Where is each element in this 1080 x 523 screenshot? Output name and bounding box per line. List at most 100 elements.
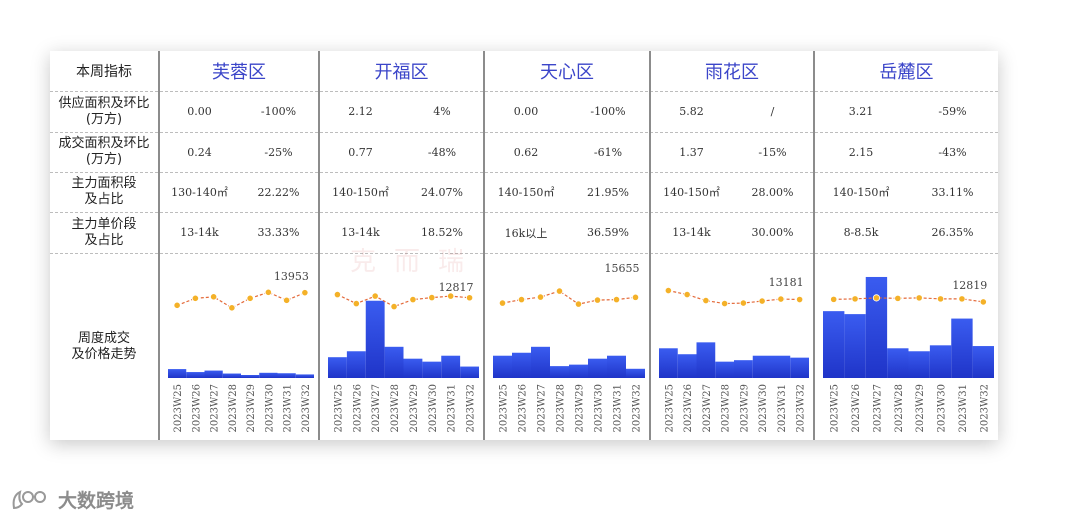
volume-bar (168, 369, 187, 378)
weekly-indicators-table: 本周指标 芙蓉区 开福区 天心区 雨花区 岳麓区 供应面积及环比 (万方) 成交… (50, 51, 998, 440)
column-divider (649, 51, 651, 440)
week-tick-label: 2023W30 (758, 384, 769, 432)
price-point (664, 286, 672, 295)
volume-bar (441, 355, 461, 378)
column-divider (318, 51, 320, 440)
price-point (390, 303, 398, 311)
volume-bar (696, 342, 716, 378)
main-area-furong: 130-140㎡ (171, 186, 228, 199)
supply-area-yuhua: 5.82 (679, 105, 704, 118)
price-point (612, 295, 621, 304)
week-tick-label: 2023W29 (915, 384, 926, 432)
volume-bar (384, 346, 404, 378)
row-divider (50, 132, 998, 133)
supply-area-kaifu: 2.12 (348, 105, 373, 118)
volume-bar (460, 366, 479, 378)
row-label-weekly-trend: 周度成交 及价格走势 (71, 330, 137, 362)
volume-bar (493, 355, 512, 378)
volume-bar (972, 346, 994, 378)
header-label-cell: 本周指标 (50, 51, 158, 91)
volume-bar (422, 361, 442, 378)
column-divider (483, 51, 485, 440)
price-point (777, 295, 785, 303)
deal-change-yuhua: -15% (758, 145, 787, 159)
volume-bar (790, 357, 809, 378)
main-area-yuhua: 140-150㎡ (663, 186, 720, 199)
volume-bar (569, 364, 588, 378)
week-tick-label: 2023W28 (894, 384, 905, 432)
week-tick-label: 2023W28 (721, 384, 732, 432)
deal-area-furong: 0.24 (187, 145, 212, 159)
volume-bar (365, 300, 385, 378)
week-tick-label: 2023W27 (210, 384, 221, 432)
week-tick-label: 2023W26 (851, 384, 862, 432)
latest-price-label: 13953 (274, 270, 309, 283)
volume-bar (403, 358, 423, 378)
volume-bar (512, 352, 531, 378)
week-tick-label: 2023W32 (466, 384, 477, 432)
district-header-furong: 芙蓉区 (160, 51, 318, 91)
price-point (796, 295, 804, 304)
row-divider (50, 172, 998, 173)
main-price-share-furong: 33.33% (257, 226, 300, 239)
week-tick-label: 2023W29 (575, 384, 586, 432)
volume-bar (752, 355, 772, 378)
price-point (465, 294, 474, 302)
price-point (683, 290, 691, 299)
volume-bar (677, 354, 697, 378)
volume-bar (277, 373, 296, 378)
volume-bar (908, 351, 930, 378)
price-point (758, 297, 766, 305)
row-divider (50, 253, 998, 254)
main-price-share-kaifu: 18.52% (421, 226, 463, 239)
main-price-yuelu: 8-8.5k (843, 226, 879, 239)
volume-bar (204, 370, 223, 378)
supply-change-kaifu: 4% (433, 105, 451, 118)
volume-bar (346, 351, 366, 378)
district-header-tianxin: 天心区 (485, 51, 649, 91)
week-tick-label: 2023W30 (428, 384, 439, 432)
volume-bar (550, 366, 569, 378)
main-price-share-yuelu: 26.35% (931, 226, 974, 239)
volume-bar (222, 373, 241, 378)
price-point (210, 293, 218, 301)
latest-price-label: 12817 (439, 281, 474, 294)
price-point (721, 299, 729, 308)
price-point (352, 300, 360, 308)
supply-area-furong: 0.00 (187, 105, 212, 118)
main-price-share-yuhua: 30.00% (751, 226, 794, 239)
price-point (301, 289, 309, 297)
price-point (915, 294, 923, 302)
price-point (447, 292, 455, 300)
price-point (574, 300, 583, 308)
supply-change-yuhua: / (770, 105, 775, 118)
supply-area-tianxin: 0.00 (513, 105, 539, 118)
price-point (739, 299, 747, 307)
week-tick-label: 2023W25 (830, 384, 841, 432)
volume-bar (607, 355, 626, 378)
weekly-trend-charts: 2023W25 2023W26 2023W27 2023W28 2023W29 2023W… (168, 262, 994, 432)
main-area-share-yuhua: 28.00% (751, 185, 794, 199)
main-price-yuhua: 13-14k (672, 226, 711, 239)
week-tick-label: 2023W29 (409, 384, 420, 432)
week-tick-label: 2023W27 (537, 384, 548, 432)
volume-bar (588, 358, 607, 378)
main-price-kaifu: 13-14k (341, 226, 380, 239)
price-point (979, 298, 987, 306)
volume-bar (771, 355, 791, 378)
district-name: 雨花区 (705, 62, 759, 83)
deal-change-furong: -25% (264, 145, 293, 159)
week-tick-label: 2023W26 (352, 384, 363, 432)
week-tick-label: 2023W32 (632, 384, 643, 432)
latest-price-label: 13181 (769, 276, 804, 289)
week-tick-label: 2023W28 (228, 384, 239, 432)
week-tick-label: 2023W25 (173, 384, 184, 432)
week-tick-label: 2023W26 (191, 384, 202, 432)
volume-bar (823, 311, 845, 378)
price-point (851, 295, 859, 303)
deal-change-tianxin: -61% (593, 145, 623, 159)
week-tick-label: 2023W31 (447, 384, 458, 432)
price-point (894, 294, 902, 302)
column-divider (813, 51, 815, 440)
week-tick-label: 2023W30 (264, 384, 275, 432)
